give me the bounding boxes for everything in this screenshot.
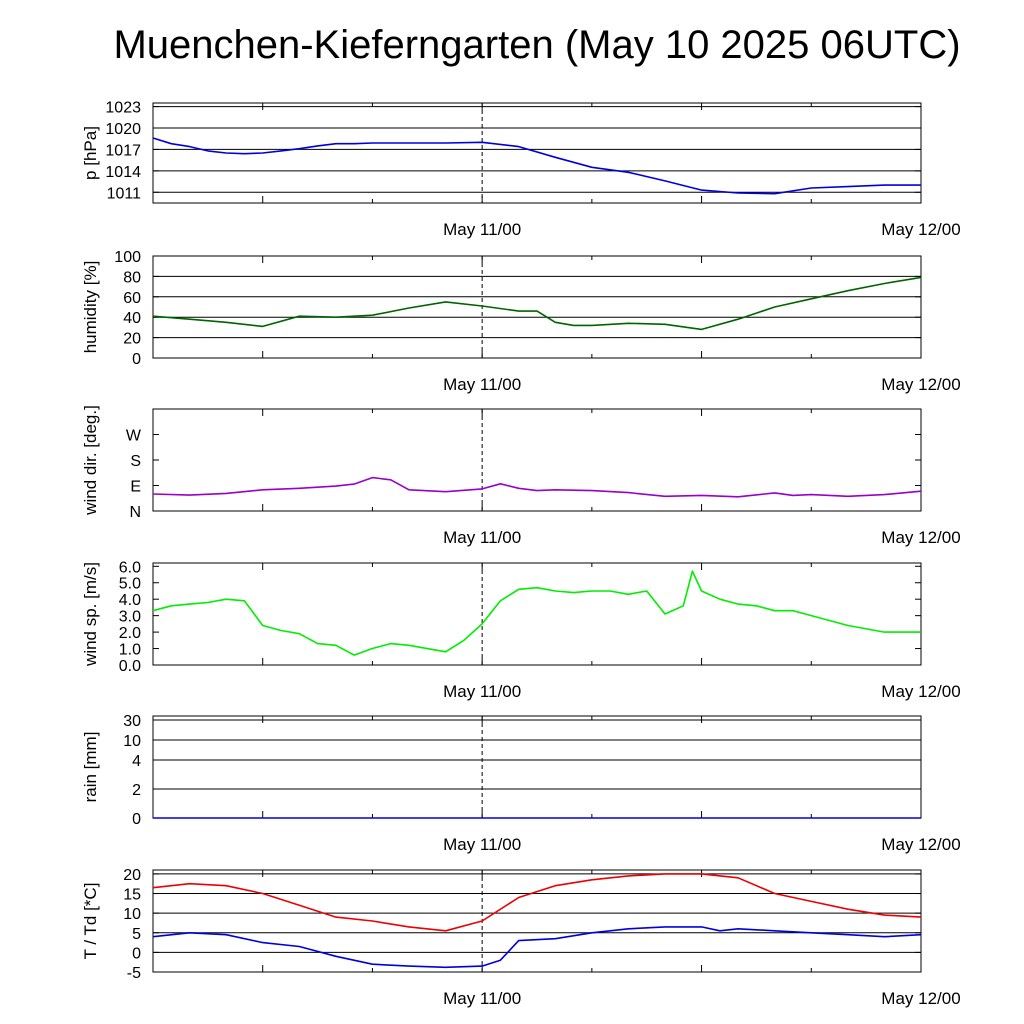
x-tick-label: May 11/00 [443, 989, 521, 1008]
y-tick-label: 1011 [107, 185, 142, 202]
panel-5: 0 2 4 10 30 rain [mm] May 11/00 May 12/00 [81, 713, 961, 854]
y-tick-label: 20 [123, 331, 141, 348]
y-tick-label: 100 [114, 249, 141, 266]
plot-frame [152, 102, 922, 204]
y-tick-label: 10 [123, 906, 141, 923]
y-tick-label: 80 [123, 269, 141, 286]
x-tick-label: May 12/00 [881, 375, 960, 394]
x-tick-label: May 12/00 [881, 220, 960, 239]
x-tick-label: May 11/00 [443, 220, 521, 239]
y-axis-title: wind dir. [deg.] [81, 405, 100, 516]
series-line-1 [152, 276, 922, 331]
y-tick-label: 2.0 [119, 625, 141, 642]
x-tick-label: May 12/00 [881, 835, 960, 854]
y-tick-label: 3.0 [119, 609, 141, 626]
series-line-1 [152, 570, 921, 656]
y-tick-label: 5 [132, 926, 141, 943]
y-axis-title: p [hPa] [81, 126, 100, 180]
panel-2: 0 20 40 60 80 100 humidity [%] May 11/00 May 12/… [81, 249, 961, 394]
x-tick-label: May 11/00 [443, 682, 521, 701]
series-line-1 [152, 137, 921, 195]
y-tick-label: 0.0 [119, 658, 141, 675]
plot-frame [152, 869, 922, 973]
plot-frame [152, 255, 922, 359]
y-tick-label: 0 [132, 811, 141, 828]
x-tick-label: May 12/00 [881, 682, 960, 701]
y-tick-label: 1020 [105, 121, 141, 138]
y-tick-label: S [130, 453, 141, 470]
x-tick-label: May 11/00 [443, 375, 521, 394]
y-tick-label: 2 [132, 782, 141, 799]
panel-6: -5 0 5 10 15 20 T / Td [*C] May 11/00 May 12/00 [81, 867, 961, 1008]
y-tick-label: 10 [123, 733, 141, 750]
y-tick-label: 1014 [105, 164, 141, 181]
y-tick-label: 15 [123, 887, 141, 904]
y-tick-label: 30 [123, 713, 141, 730]
y-tick-label: -5 [127, 965, 141, 982]
y-tick-label: 1017 [105, 142, 141, 159]
y-axis-title: T / Td [*C] [81, 883, 100, 960]
y-tick-label: 0 [132, 351, 141, 368]
y-tick-label: 40 [123, 310, 141, 327]
y-tick-label: 4 [132, 753, 141, 770]
x-tick-label: May 11/00 [443, 835, 521, 854]
x-tick-label: May 12/00 [881, 528, 960, 547]
series-line-2 [152, 926, 922, 969]
series-line-1 [152, 476, 922, 498]
y-axis-title: humidity [%] [81, 261, 100, 354]
y-tick-label: 4.0 [119, 592, 141, 609]
y-tick-label: 1023 [105, 100, 141, 117]
y-tick-label: 5.0 [119, 576, 141, 593]
y-tick-label: N [129, 504, 141, 521]
y-tick-label: 20 [123, 867, 141, 884]
panel-4: 0.01.02.03.04.05.06.0 wind sp. [m/s] May 1… [81, 559, 961, 701]
chart-title: Muenchen-Kieferngarten (May 10 2025 06UT… [113, 23, 960, 67]
y-tick-label: W [126, 428, 142, 445]
series-line-1 [152, 873, 922, 932]
y-tick-label: 60 [123, 290, 141, 307]
x-tick-label: May 12/00 [881, 989, 960, 1008]
y-tick-label: 6.0 [119, 559, 141, 576]
y-axis-title: wind sp. [m/s] [81, 562, 100, 667]
plot-frame [152, 562, 922, 666]
y-tick-label: 0 [132, 945, 141, 962]
x-tick-label: May 11/00 [443, 528, 521, 547]
y-tick-label: 1.0 [119, 642, 141, 659]
panel-1: 1011 1014 1017 1020 1023 p [hPa] May 11/00 May … [81, 100, 961, 239]
y-tick-label: E [130, 479, 141, 496]
y-axis-title: rain [mm] [81, 732, 100, 803]
